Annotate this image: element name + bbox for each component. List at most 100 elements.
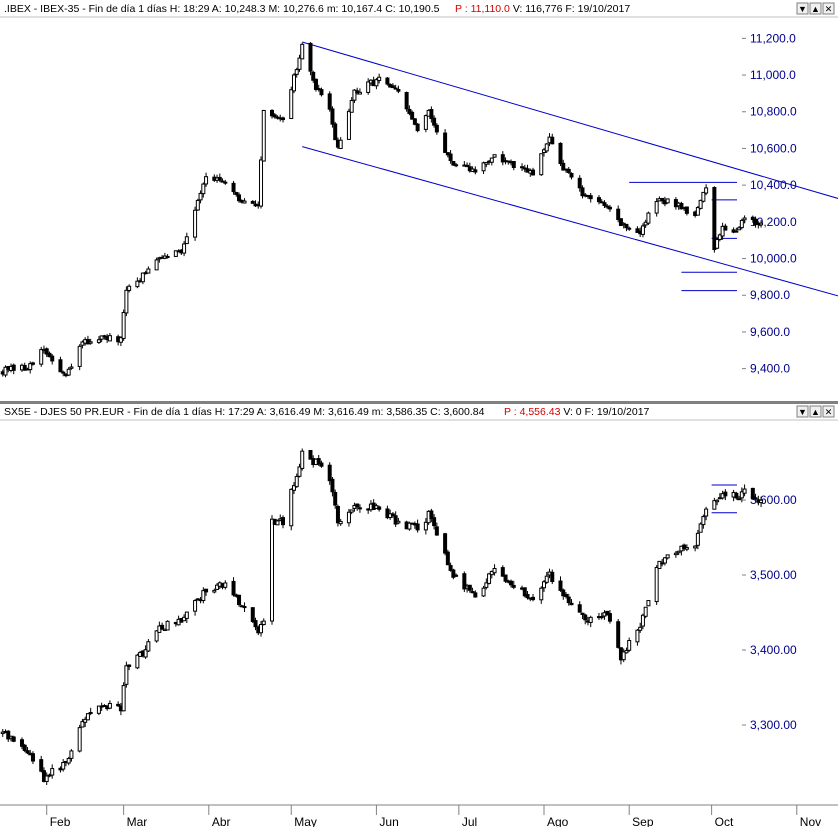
candle-body-up: [739, 491, 744, 499]
candle-body-up: [676, 550, 681, 554]
candle-body-down: [682, 544, 687, 549]
candle-body-up: [492, 567, 497, 574]
candle-body-up: [349, 509, 354, 513]
candle-body-down: [204, 588, 209, 593]
candle-body-up: [198, 192, 203, 201]
candle-body-up: [215, 584, 220, 590]
ibex-minimize-button[interactable]: [796, 2, 809, 15]
ibex-trendlines: [302, 41, 838, 297]
sx5e-candles: [0, 448, 764, 785]
candle-body-down: [569, 602, 574, 606]
candle-body-up: [621, 651, 626, 661]
candle-body-up: [654, 566, 659, 603]
candle-body-up: [605, 205, 610, 208]
candle-body-down: [566, 168, 571, 173]
candle-body-down: [280, 517, 285, 526]
candle-body-up: [184, 611, 189, 619]
candle-body-down: [462, 573, 467, 590]
candle-body-down: [316, 88, 321, 91]
candle-body-up: [80, 341, 85, 346]
candle-body-down: [415, 123, 420, 132]
ibex-close-icon: ✕: [825, 4, 833, 14]
y-tick-label: 10,200.0: [750, 215, 797, 229]
y-tick-label: 11,000.0: [750, 68, 796, 82]
candle-body-down: [451, 161, 456, 166]
candle-body-up: [291, 485, 296, 491]
candle-body-down: [569, 172, 574, 178]
x-tick-label: Oct: [715, 815, 734, 827]
candle-body-down: [531, 169, 536, 176]
y-tick-label: 9,400.0: [750, 362, 790, 376]
ibex-maximize-button[interactable]: [809, 2, 822, 15]
candle-body-down: [270, 109, 275, 117]
candle-body-down: [415, 523, 420, 531]
candle-body-up: [640, 614, 645, 627]
candle-body-down: [580, 612, 585, 615]
candle-body-down: [448, 565, 453, 571]
ibex-minimize-icon: ▼: [798, 4, 807, 14]
candle-body-down: [712, 186, 717, 251]
candle-body-down: [30, 362, 35, 365]
candle-body-up: [107, 335, 112, 342]
candle-body-down: [588, 195, 593, 200]
candle-body-down: [566, 596, 571, 604]
sx5e-window-buttons: ▼ ▲ ✕: [796, 405, 835, 418]
x-tick-label: Abr: [212, 815, 231, 827]
candle-body-down: [319, 462, 324, 467]
candle-body-down: [280, 117, 285, 121]
candle-body-down: [500, 154, 505, 163]
candle-body-up: [695, 532, 700, 546]
candle-body-down: [500, 567, 505, 577]
sx5e-minimize-button[interactable]: [796, 405, 809, 418]
candle-body-up: [212, 589, 217, 593]
candle-body-up: [635, 629, 640, 643]
ibex-close-button[interactable]: [822, 2, 835, 15]
candle-body-up: [83, 718, 88, 723]
candle-body-down: [237, 594, 242, 606]
candle-body-up: [646, 600, 651, 607]
candle-body-up: [701, 191, 706, 202]
candle-body-down: [616, 208, 621, 221]
panel-divider[interactable]: [0, 401, 838, 404]
candle-body-down: [355, 90, 360, 94]
candle-body-up: [66, 368, 71, 376]
candle-body-up: [85, 713, 90, 721]
candle-body-up: [720, 225, 725, 237]
candle-body-down: [522, 587, 527, 597]
candle-body-down: [473, 592, 478, 598]
ibex-candles: [0, 42, 764, 378]
candle-body-down: [396, 89, 401, 92]
candle-body-down: [596, 197, 601, 203]
candle-body-up: [118, 337, 123, 343]
candle-body-up: [492, 154, 497, 158]
candle-body-down: [432, 517, 437, 527]
candle-body-down: [660, 197, 665, 202]
sx5e-maximize-button[interactable]: [809, 405, 822, 418]
ibex-yaxis: 9,400.0 9,600.0 9,800.0 10,000.0 10,200.0 10,…: [742, 31, 797, 376]
candle-body-down: [335, 506, 340, 524]
candle-body-down: [11, 736, 16, 742]
candle-body-up: [542, 581, 547, 589]
candle-body-down: [599, 616, 604, 619]
sx5e-close-button[interactable]: [822, 405, 835, 418]
candle-body-up: [654, 201, 659, 214]
candle-body-down: [412, 118, 417, 125]
candle-body-down: [116, 703, 121, 707]
candle-body-up: [28, 363, 33, 371]
y-tick-label: 10,800.0: [750, 105, 797, 119]
candle-body-up: [80, 721, 85, 728]
candle-body-down: [434, 526, 439, 536]
candle-body-up: [487, 573, 492, 584]
candle-body-up: [77, 345, 82, 367]
candle-body-down: [627, 227, 632, 230]
candle-body-up: [61, 762, 66, 770]
trend-line: [302, 41, 838, 199]
candle-body-up: [146, 641, 151, 652]
candle-body-up: [665, 198, 670, 204]
candle-body-up: [154, 630, 159, 642]
candle-body-down: [330, 108, 335, 125]
candle-body-down: [580, 187, 585, 197]
ibex-header-left: .IBEX - IBEX-35 - Fin de día 1 días H: 1…: [4, 3, 440, 15]
